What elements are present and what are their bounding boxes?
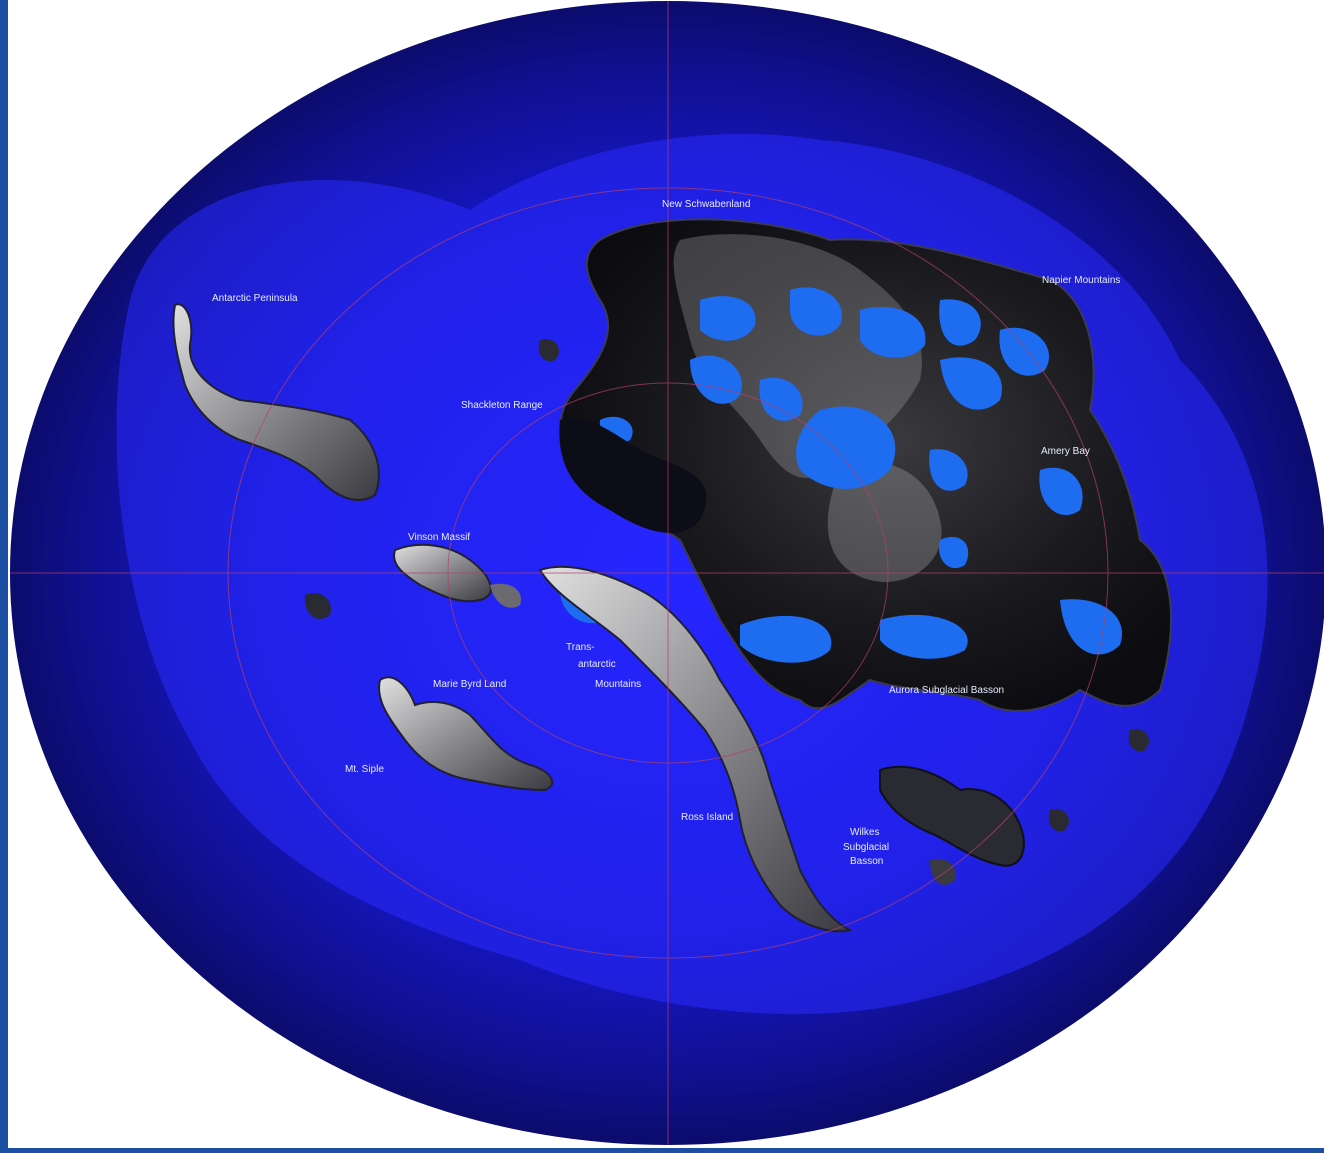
label-mt-siple: Mt. Siple <box>345 764 384 775</box>
left-frame-bar <box>0 0 8 1153</box>
label-marie-byrd-land: Marie Byrd Land <box>433 679 506 690</box>
label-aurora-basin: Aurora Subglacial Basson <box>889 685 1004 696</box>
transantarctic-mountains <box>538 565 853 933</box>
small-island-d <box>1128 729 1150 752</box>
subglacial-lakes <box>560 287 1122 663</box>
label-trans-line3: Mountains <box>595 679 641 690</box>
graticule <box>10 1 1324 1145</box>
dome-highlight <box>827 462 942 582</box>
label-napier-mountains: Napier Mountains <box>1042 275 1120 286</box>
ellsworth-islands <box>490 583 521 608</box>
label-new-schwabenland: New Schwabenland <box>662 199 750 210</box>
shackleton-embayment <box>559 418 707 534</box>
small-island-e <box>1048 809 1070 832</box>
label-wilkes-line2: Subglacial <box>843 842 889 853</box>
label-wilkes-line1: Wilkes <box>850 827 879 838</box>
small-island-c <box>538 339 560 362</box>
label-antarctic-peninsula: Antarctic Peninsula <box>212 293 298 304</box>
label-ross-island: Ross Island <box>681 812 733 823</box>
label-wilkes-line3: Basson <box>850 856 883 867</box>
label-trans-line2: antarctic <box>578 659 616 670</box>
marie-byrd-land-island <box>378 676 554 792</box>
small-island-b <box>304 592 331 619</box>
wilkes-land-fragments <box>879 765 1025 867</box>
antarctic-peninsula <box>172 303 380 501</box>
label-trans-line1: Trans- <box>566 642 595 653</box>
label-amery-bay: Amery Bay <box>1041 446 1090 457</box>
label-shackleton-range: Shackleton Range <box>461 400 543 411</box>
label-vinson-massif: Vinson Massif <box>408 532 470 543</box>
place-labels: New Schwabenland Napier Mountains Antarc… <box>212 199 1120 867</box>
bottom-frame-bar <box>0 1148 1324 1153</box>
